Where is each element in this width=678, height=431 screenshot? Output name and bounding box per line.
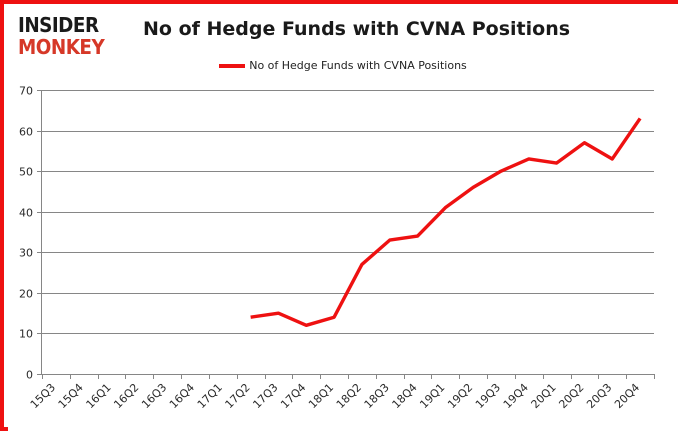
logo-line-monkey: MONKEY bbox=[18, 35, 105, 59]
x-tick-label: 19Q2 bbox=[445, 381, 475, 411]
chart-canvas: INSIDER MONKEY No of Hedge Funds with CV… bbox=[8, 4, 678, 431]
x-tick-label: 15Q4 bbox=[56, 381, 86, 411]
gridlines-group bbox=[37, 90, 654, 375]
chart-legend: No of Hedge Funds with CVNA Positions bbox=[8, 59, 678, 72]
x-tick-label: 18Q3 bbox=[362, 381, 392, 411]
x-tick-label: 19Q3 bbox=[473, 381, 503, 411]
x-tick-label: 15Q3 bbox=[28, 381, 58, 411]
y-tick-label: 20 bbox=[19, 288, 33, 301]
x-tick-label: 16Q1 bbox=[84, 381, 114, 411]
logo-line-insider: INSIDER bbox=[18, 13, 99, 37]
x-tick-label: 19Q4 bbox=[501, 381, 531, 411]
chart-svg: 0 10 20 30 40 50 60 70 15Q315Q416Q116Q216Q316Q4… bbox=[19, 85, 655, 411]
legend-label: No of Hedge Funds with CVNA Positions bbox=[249, 59, 467, 72]
data-series-line bbox=[250, 117, 642, 328]
y-tick-label: 50 bbox=[19, 166, 33, 179]
x-tick-label: 20Q2 bbox=[556, 381, 586, 411]
y-tick-label: 10 bbox=[19, 328, 33, 341]
x-tick-label: 19Q1 bbox=[417, 381, 447, 411]
plot-area: 0 10 20 30 40 50 60 70 15Q3 15Q4 16Q1 16Q2 16Q3 16Q4… bbox=[8, 4, 678, 431]
x-tick-label: 17Q1 bbox=[195, 381, 225, 411]
x-tick-label: 17Q2 bbox=[223, 381, 253, 411]
x-tick-label: 20Q3 bbox=[584, 381, 614, 411]
x-axis-labels-group: 15Q315Q416Q116Q216Q316Q417Q117Q217Q317Q4… bbox=[28, 381, 642, 411]
insider-monkey-logo: INSIDER MONKEY bbox=[18, 14, 138, 60]
y-tick-label: 40 bbox=[19, 207, 33, 220]
y-tick-label: 70 bbox=[19, 85, 33, 98]
x-tick-label: 18Q2 bbox=[334, 381, 364, 411]
x-tick-label: 16Q4 bbox=[167, 381, 197, 411]
chart-title: No of Hedge Funds with CVNA Positions bbox=[143, 18, 571, 40]
y-tick-label: 30 bbox=[19, 247, 33, 260]
x-tick-label: 20Q1 bbox=[529, 381, 559, 411]
x-tick-label: 20Q4 bbox=[612, 381, 642, 411]
x-tick-label: 17Q3 bbox=[250, 381, 280, 411]
x-tick-label: 18Q1 bbox=[306, 381, 336, 411]
y-tick-label: 60 bbox=[19, 126, 33, 139]
legend-swatch-icon bbox=[219, 63, 246, 68]
x-tick-label: 16Q3 bbox=[139, 381, 169, 411]
x-tick-label: 18Q4 bbox=[390, 381, 420, 411]
x-tick-label: 17Q4 bbox=[278, 381, 308, 411]
x-tick-label: 16Q2 bbox=[111, 381, 141, 411]
y-axis-labels-group: 0 10 20 30 40 50 60 70 bbox=[19, 85, 33, 382]
y-tick-label: 0 bbox=[26, 369, 33, 382]
